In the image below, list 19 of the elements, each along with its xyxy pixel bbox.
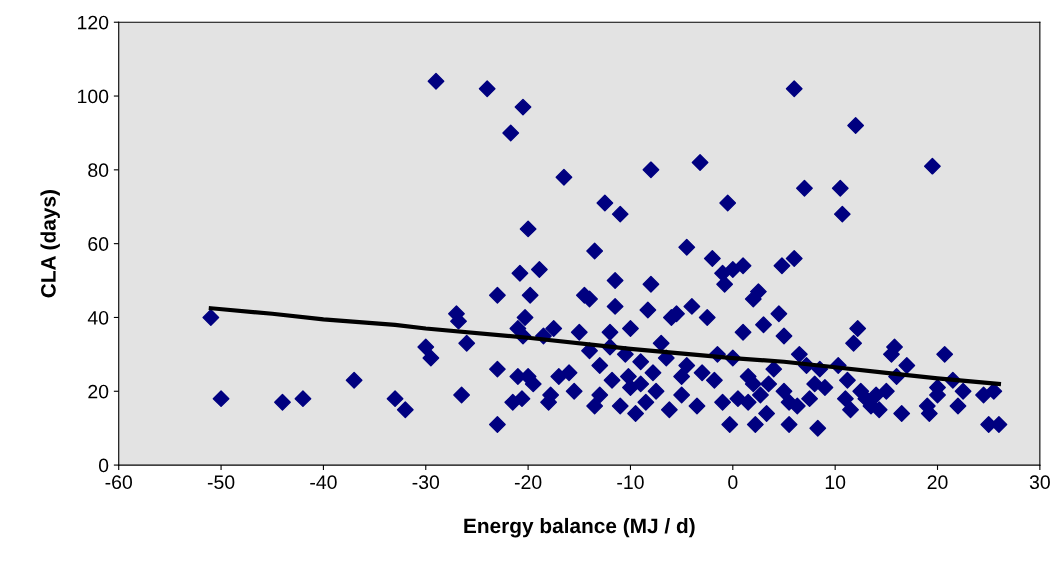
- x-tick-label: 20: [927, 475, 948, 490]
- y-tick-label: 0: [98, 458, 109, 473]
- x-tick-label: 30: [1029, 475, 1050, 490]
- y-tick-label: 100: [78, 89, 109, 104]
- x-tick-label: 0: [728, 475, 738, 490]
- y-tick-label: 60: [88, 237, 109, 251]
- y-tick-label: 20: [88, 384, 109, 399]
- y-tick-label: 40: [87, 310, 109, 325]
- x-tick-label: -50: [207, 475, 235, 490]
- y-tick-label: 120: [78, 15, 109, 30]
- x-tick-label: -10: [617, 475, 644, 490]
- x-tick-label: -30: [412, 475, 440, 490]
- y-axis-title: CLA (days): [40, 190, 60, 298]
- x-tick-label: 10: [825, 475, 846, 490]
- x-tick-label: -60: [105, 475, 133, 490]
- x-axis-title: Energy balance (MJ / d): [464, 517, 695, 538]
- y-tick-label: 80: [88, 163, 109, 178]
- x-tick-label: -40: [310, 475, 337, 490]
- x-tick-label: -20: [514, 475, 542, 490]
